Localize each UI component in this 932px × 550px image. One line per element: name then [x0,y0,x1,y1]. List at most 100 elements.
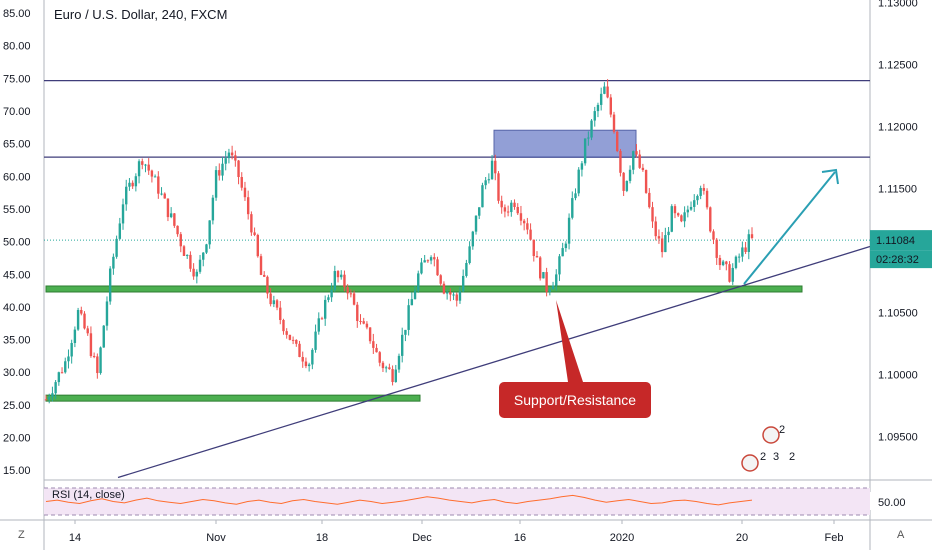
candle-body [365,323,369,328]
candle-body [384,367,388,369]
candle-body [571,198,574,218]
candle-body [121,204,125,224]
candle-body [638,154,641,168]
callout-label: Support/Resistance [514,392,636,408]
candle-body [102,325,105,348]
candle-body [64,361,67,373]
candle-body [346,287,349,294]
candle-body [693,200,696,207]
event-badge-count: 2 [760,451,766,463]
candle-body [468,246,471,263]
candle-body [676,213,680,216]
left-tick-label: 30.00 [3,367,31,379]
support-zone-upper[interactable] [45,285,803,293]
event-flag-icon[interactable] [741,454,759,472]
candle-body [317,318,320,332]
x-tick-label: 20 [736,532,748,544]
left-tick-label: 25.00 [3,400,31,412]
candle-body [378,352,381,363]
candle-body [577,169,580,194]
left-tick-label: 70.00 [3,106,31,118]
candle-body [314,331,317,350]
candle-body [169,213,173,218]
candle-body [747,234,750,252]
candle-body [285,331,288,335]
candle-body [548,289,552,292]
candle-body [307,364,311,367]
candle-body [622,172,625,191]
right-tick-label: 1.13000 [878,0,918,9]
callout-box[interactable] [499,382,651,418]
left-tick-label: 75.00 [3,73,31,85]
candle-body [744,247,747,252]
event-flag-icon[interactable] [762,426,780,444]
candle-body [442,283,446,294]
candle-body [609,97,612,115]
trendline[interactable] [117,245,871,479]
callout-pointer[interactable] [556,300,583,382]
candle-body [417,273,420,291]
last-price-badge [870,230,932,251]
candle-body [208,220,211,245]
candle-body [57,372,61,383]
right-tick-label: 1.11500 [878,184,917,196]
time-axis: 14 Nov 18 Dec 16 2020 20 Feb [69,520,843,544]
candle-body [137,161,141,177]
last-price-label: 1.11084 [876,235,915,247]
candle-body [227,152,231,159]
candle-body [214,170,218,198]
right-axis: 1.13000 1.12500 1.12000 1.11500 1.10500 1.100… [878,0,918,444]
candle-body [526,223,529,230]
projection-arrow-shaft[interactable] [743,171,836,285]
candle-body [330,289,333,298]
candle-body [381,362,385,369]
projection-arrowhead[interactable] [821,168,839,185]
candle-body [471,231,475,247]
drawings-layer[interactable] [44,79,871,479]
candle-body [628,169,632,181]
candle-body [458,291,462,301]
candle-body [166,198,170,218]
candle-body [352,293,356,305]
candle-body [433,257,436,260]
candle-body [131,182,134,187]
candle-body [60,372,64,374]
candle-body [680,215,683,222]
bar-countdown-label: 02:28:32 [876,254,919,266]
candle-body [125,186,128,205]
candle-body [80,310,83,314]
candle-body [189,254,192,269]
candle-body [731,267,734,282]
candle-body [105,301,109,326]
candle-body [529,229,532,240]
candle-body [147,164,150,171]
left-tick-label: 45.00 [3,269,31,281]
candle-body [506,211,510,213]
candle-body [51,393,54,397]
candle-body [465,262,468,276]
right-tick-label: 1.12500 [878,59,918,71]
candle-body [494,160,497,174]
left-axis: 85.00 80.00 75.00 70.00 65.00 60.00 55.00 50.00… [3,8,31,477]
auto-scale-button[interactable]: A [897,529,905,541]
candle-body [397,355,401,370]
left-tick-label: 50.00 [3,237,31,249]
candle-body [83,313,86,329]
candle-body [461,275,465,292]
candle-body [587,137,590,139]
candle-body [741,247,744,257]
zoom-button[interactable]: Z [18,529,25,541]
supply-zone-box[interactable] [493,129,637,158]
candle-body [401,334,404,356]
event-badge-count: 2 [779,424,785,436]
candle-body [452,294,455,296]
candle-body [349,293,353,295]
candle-body [128,182,131,187]
support-zone-lower[interactable] [45,394,421,402]
candle-body [709,207,712,232]
candle-body [449,292,452,295]
candle-body [561,248,564,257]
candle-body [715,239,718,258]
